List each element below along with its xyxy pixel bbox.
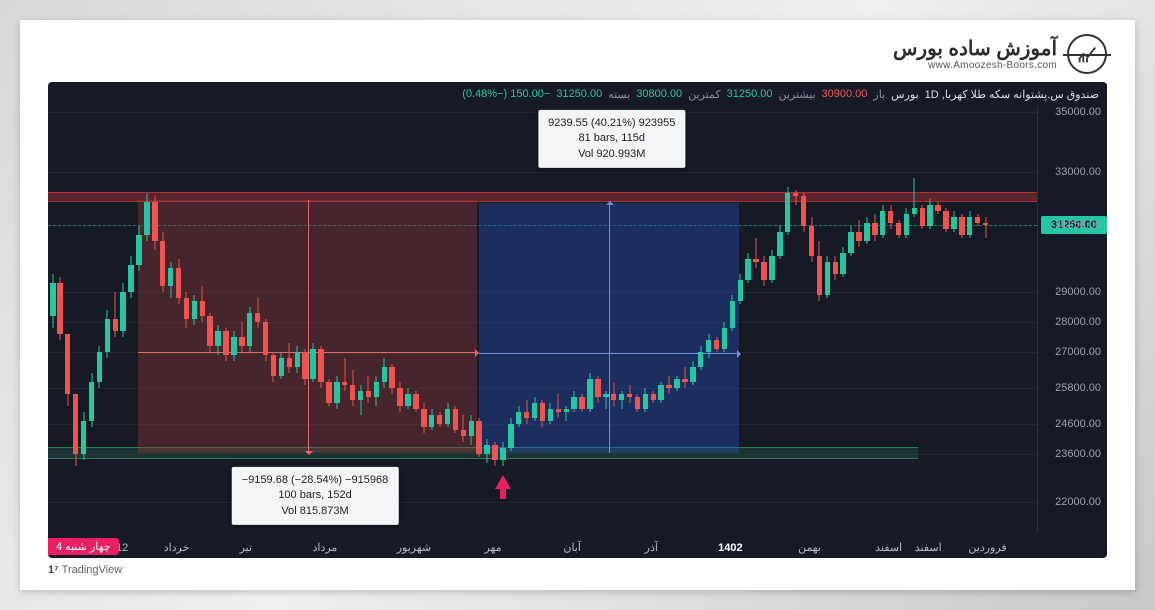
site-logo: آموزش ساده بورس www.Amoozesh-Boors.com [48, 34, 1107, 74]
logo-line1: آموزش ساده بورس [893, 38, 1057, 60]
chart[interactable]: صندوق س.پشتوانه سکه طلا کهربا, 1D بورس ب… [48, 82, 1107, 558]
tradingview-attribution: 1⁷ TradingView [48, 564, 1107, 576]
logo-text: آموزش ساده بورس www.Amoozesh-Boors.com [893, 38, 1057, 71]
chart-topbar: صندوق س.پشتوانه سکه طلا کهربا, 1D بورس ب… [48, 82, 1107, 106]
symbol: صندوق س.پشتوانه سکه طلا کهربا, 1D [925, 88, 1099, 101]
logo-icon [1067, 34, 1107, 74]
logo-line2: www.Amoozesh-Boors.com [893, 60, 1057, 71]
plot-area[interactable]: 31250.00−9159.68 (−28.54%) −915968100 ba… [48, 106, 1037, 532]
y-axis: 35000.0033000.0031250.0029000.0028000.00… [1037, 106, 1107, 532]
date-badge: چهار شنبه 4 [48, 538, 119, 555]
card: آموزش ساده بورس www.Amoozesh-Boors.com ص… [20, 20, 1135, 590]
exchange: بورس [891, 88, 918, 101]
x-axis: چهار شنبه 412خردادتیرمردادشهریورمهرآبانآ… [48, 532, 1037, 558]
